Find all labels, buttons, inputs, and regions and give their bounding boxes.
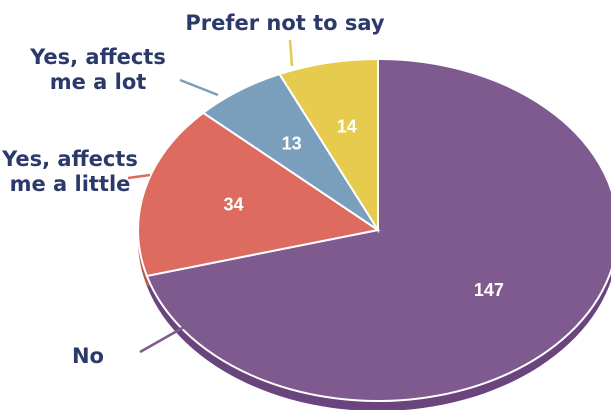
leader-line-prefer-not (288, 39, 294, 67)
leader-line-no (139, 316, 201, 354)
category-label-prefer-not: Prefer not to say (185, 11, 385, 35)
leader-lines (127, 39, 294, 354)
slice-value-affects-lot: 13 (282, 134, 302, 154)
slice-value-prefer-not: 14 (337, 116, 357, 136)
slice-value-no: 147 (474, 280, 504, 300)
category-label-affects-little-line1: Yes, affects (1, 147, 138, 171)
category-label-no: No (72, 344, 104, 368)
slice-value-affects-little: 34 (223, 195, 243, 215)
pie-slices (137, 57, 611, 402)
category-label-affects-lot-line2: me a lot (50, 70, 147, 94)
category-label-affects-lot-line1: Yes, affects (29, 45, 166, 69)
leader-line-affects-little (127, 173, 151, 180)
category-label-affects-little-line2: me a little (10, 172, 131, 196)
leader-line-affects-lot (179, 78, 219, 97)
slice-prefer-not (277, 57, 379, 234)
value-labels: 147 34 13 14 (223, 116, 503, 300)
slice-affects-little (137, 111, 381, 278)
category-labels: No Yes, affects me a little Yes, affects… (1, 11, 385, 368)
